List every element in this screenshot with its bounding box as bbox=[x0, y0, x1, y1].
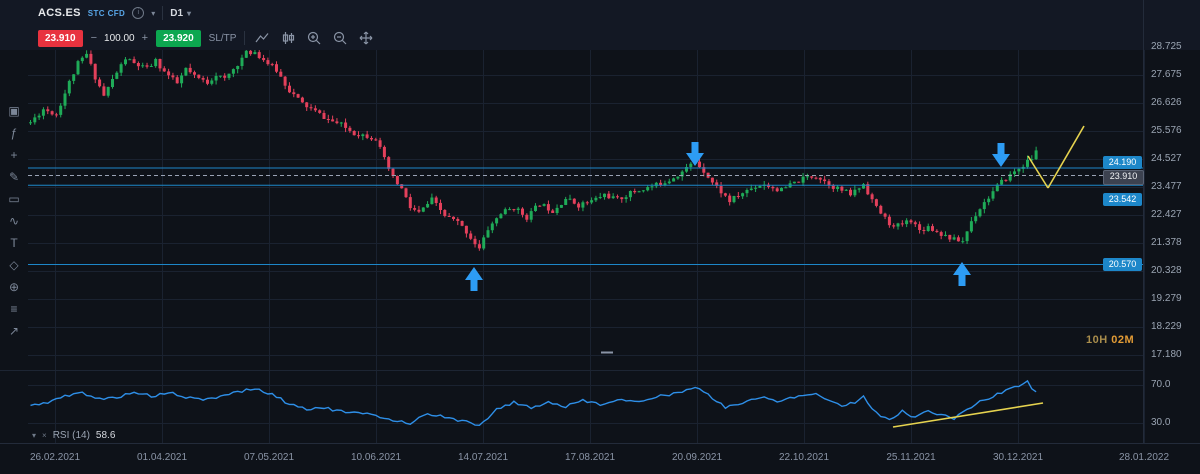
amount-stepper: − 100.00 + bbox=[90, 31, 149, 44]
line-chart-type-button[interactable] bbox=[253, 30, 271, 46]
pane-divider[interactable] bbox=[0, 370, 1143, 371]
price-axis-label: 19.279 bbox=[1151, 292, 1182, 304]
magnet-icon[interactable]: ⊕ bbox=[8, 280, 20, 294]
date-label: 14.07.2021 bbox=[457, 452, 509, 463]
rsi-legend: ▾ × RSI (14) 58.6 bbox=[32, 430, 115, 441]
sell-button[interactable]: 23.910 bbox=[38, 29, 83, 47]
trendline[interactable] bbox=[1047, 125, 1085, 189]
share-icon[interactable]: ↗ bbox=[8, 324, 20, 338]
date-label: 10.06.2021 bbox=[350, 452, 402, 463]
date-label: 07.05.2021 bbox=[243, 452, 295, 463]
divider bbox=[244, 31, 246, 45]
date-label: 17.08.2021 bbox=[564, 452, 616, 463]
up-arrow-marker[interactable] bbox=[953, 262, 971, 286]
timeframe-label: D1 bbox=[170, 7, 184, 19]
amount-value[interactable]: 100.00 bbox=[104, 32, 135, 44]
topbar: ACS.ES STC CFD i ▾ D1 ▾ 23.910 − 100.00 … bbox=[0, 0, 1200, 50]
info-icon[interactable]: i bbox=[132, 7, 145, 19]
price-axis-label: 20.328 bbox=[1151, 265, 1182, 276]
pan-button[interactable] bbox=[357, 30, 375, 46]
zoom-out-button[interactable] bbox=[331, 30, 349, 46]
text-icon[interactable]: T bbox=[10, 236, 18, 250]
diamond-icon[interactable]: ◇ bbox=[9, 258, 19, 272]
shapes-icon[interactable]: ▭ bbox=[8, 192, 20, 206]
rsi-indicator-label: RSI (14) bbox=[52, 430, 90, 441]
zoom-in-icon bbox=[308, 31, 321, 45]
price-axis-label: 22.427 bbox=[1151, 209, 1182, 220]
symbol-name[interactable]: ACS.ES bbox=[38, 7, 81, 19]
wave-icon[interactable]: ∿ bbox=[8, 214, 20, 228]
date-label: 20.09.2021 bbox=[671, 452, 723, 463]
price-axis-label: 26.626 bbox=[1151, 96, 1182, 108]
countdown-minutes: 02M bbox=[1111, 334, 1135, 346]
instrument-badge: STC CFD bbox=[87, 8, 126, 18]
date-label: 01.04.2021 bbox=[136, 452, 188, 463]
chevron-down-icon[interactable]: ▾ bbox=[151, 8, 156, 18]
timeframe-select[interactable]: D1 ▾ bbox=[170, 8, 191, 19]
price-axis-label: 18.229 bbox=[1151, 321, 1182, 332]
sl-tp-link[interactable]: SL/TP bbox=[208, 32, 237, 44]
price-axis-label: 70.0 bbox=[1151, 379, 1171, 390]
candlestick-chart-type-button[interactable] bbox=[279, 30, 297, 46]
price-axis-label: 30.0 bbox=[1151, 417, 1171, 428]
date-label: 28.01.2022 bbox=[1118, 452, 1170, 463]
trendline[interactable] bbox=[892, 402, 1044, 428]
draw-icon[interactable]: ✎ bbox=[8, 170, 20, 184]
price-axis-label: 25.576 bbox=[1151, 125, 1182, 136]
layers-icon[interactable]: ≡ bbox=[10, 302, 18, 316]
up-arrow-marker[interactable] bbox=[465, 267, 483, 291]
chevron-down-icon: ▾ bbox=[187, 8, 192, 18]
price-axis[interactable]: 28.725 27.675 26.626 25.576 24.527 23.477 22.4… bbox=[1103, 0, 1200, 443]
down-arrow-marker[interactable] bbox=[992, 143, 1010, 167]
current-price-tag: 23.910 bbox=[1103, 170, 1144, 185]
screenshot-icon[interactable]: ▣ bbox=[8, 104, 20, 118]
zoom-out-icon bbox=[334, 31, 347, 45]
collapse-icon[interactable]: ▾ bbox=[32, 431, 37, 440]
instrument-row: ACS.ES STC CFD i ▾ D1 ▾ bbox=[0, 0, 1200, 26]
rsi-value: 58.6 bbox=[95, 430, 116, 441]
candle-countdown: 10H 02M bbox=[1086, 334, 1134, 346]
date-label: 22.10.2021 bbox=[778, 452, 830, 463]
grid-layer bbox=[28, 47, 1145, 443]
rsi-line bbox=[30, 379, 1037, 427]
date-label: 25.11.2021 bbox=[886, 452, 936, 463]
time-axis[interactable]: 26.02.2021 01.04.2021 07.05.2021 10.06.2021… bbox=[0, 443, 1200, 474]
price-line-tag: 20.570 bbox=[1103, 258, 1142, 271]
price-axis-label: 17.180 bbox=[1151, 348, 1182, 360]
price-line-tag: 24.190 bbox=[1103, 156, 1142, 169]
candles-layer bbox=[29, 46, 1038, 251]
price-axis-label: 24.527 bbox=[1151, 152, 1182, 164]
decrease-amount-button[interactable]: − bbox=[90, 31, 98, 44]
price-axis-label: 23.477 bbox=[1151, 181, 1182, 192]
increase-amount-button[interactable]: + bbox=[141, 31, 149, 44]
zoom-in-button[interactable] bbox=[305, 30, 323, 46]
price-axis-label: 21.378 bbox=[1151, 236, 1182, 248]
pan-icon bbox=[360, 31, 373, 45]
line-chart-icon bbox=[255, 33, 269, 43]
down-arrow-marker[interactable] bbox=[686, 142, 704, 166]
date-label: 30.12.2021 bbox=[992, 452, 1044, 463]
price-line-tag: 23.542 bbox=[1103, 193, 1142, 206]
date-label: 26.02.2021 bbox=[29, 452, 81, 463]
indicators-icon[interactable]: ƒ bbox=[10, 126, 18, 140]
buy-button[interactable]: 23.920 bbox=[156, 29, 201, 47]
trendline[interactable] bbox=[1027, 155, 1049, 189]
candlestick-icon bbox=[283, 32, 295, 44]
divider bbox=[162, 6, 164, 20]
left-toolbar: ▣ ƒ + ✎ ▭ ∿ T ◇ ⊕ ≡ ↗ bbox=[0, 52, 28, 338]
countdown-hours: 10H bbox=[1086, 334, 1108, 346]
trade-row: 23.910 − 100.00 + 23.920 SL/TP bbox=[0, 26, 1200, 50]
crosshair-icon[interactable]: + bbox=[10, 148, 18, 162]
price-axis-label: 28.725 bbox=[1151, 41, 1182, 52]
close-icon[interactable]: × bbox=[42, 431, 47, 440]
price-axis-label: 27.675 bbox=[1151, 69, 1182, 80]
